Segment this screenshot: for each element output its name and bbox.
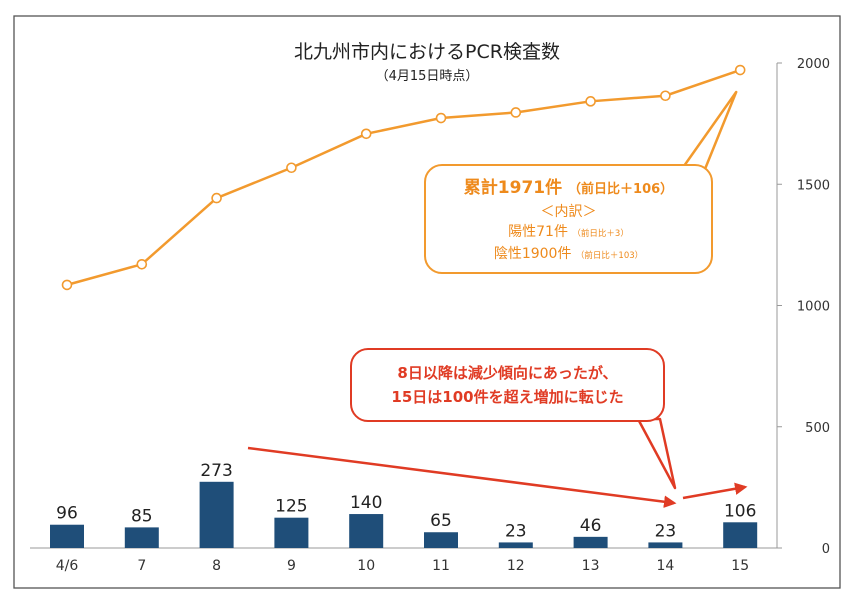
line-point bbox=[435, 112, 447, 124]
cumulative-total-text: 累計1971件 bbox=[463, 178, 563, 198]
line-layer bbox=[61, 64, 746, 291]
bar bbox=[424, 532, 458, 548]
chart-frame bbox=[13, 15, 841, 589]
line-point bbox=[510, 107, 522, 118]
cumulative-total-note: （前日比＋106） bbox=[568, 182, 674, 197]
x-tick-label: 11 bbox=[432, 558, 450, 574]
increase-trend-arrow bbox=[682, 482, 748, 500]
line-point bbox=[211, 192, 222, 204]
line-point bbox=[734, 64, 746, 76]
line-point bbox=[136, 258, 148, 270]
axis-layer: 0 500 1000 1500 2000 4/6 7 8 9 10 11 12 13 14 15 bbox=[30, 57, 830, 574]
negative-count: 陰性1900件 bbox=[493, 246, 572, 262]
trend-callout: 8日以降は減少傾向にあったが、 15日は100件を超え増加に転じた bbox=[350, 348, 665, 422]
x-tick-label: 4/6 bbox=[56, 558, 79, 574]
bar bbox=[124, 527, 159, 548]
positive-count: 陽性71件 bbox=[508, 224, 568, 240]
trend-line-2: 15日は100件を超え増加に転じた bbox=[391, 388, 624, 406]
bar bbox=[274, 517, 309, 548]
x-tick-label: 15 bbox=[731, 558, 749, 574]
bar-value-label: 96 bbox=[56, 504, 78, 524]
bar bbox=[573, 536, 608, 548]
y-tick-label: 2000 bbox=[797, 57, 830, 72]
bar bbox=[648, 542, 683, 548]
cumulative-series-line bbox=[66, 68, 741, 287]
x-tick-label: 12 bbox=[507, 558, 525, 574]
y-tick-label: 1000 bbox=[797, 300, 830, 315]
bar bbox=[349, 514, 384, 548]
x-tick-label: 9 bbox=[287, 558, 296, 574]
x-tick-label: 8 bbox=[212, 558, 221, 574]
x-tick-label: 10 bbox=[357, 558, 375, 574]
line-point bbox=[585, 96, 596, 107]
bar bbox=[498, 542, 533, 548]
bar bbox=[50, 524, 84, 548]
x-tick-label: 7 bbox=[137, 558, 146, 574]
bar-value-label: 273 bbox=[200, 461, 232, 481]
bar-value-label: 23 bbox=[505, 521, 527, 541]
line-point bbox=[286, 162, 297, 174]
bar bbox=[723, 522, 758, 548]
trend-line-1: 8日以降は減少傾向にあったが、 bbox=[397, 364, 618, 382]
bar-value-label: 106 bbox=[724, 501, 756, 521]
bar-value-label: 85 bbox=[131, 506, 153, 526]
positive-note: （前日比＋3） bbox=[572, 229, 629, 239]
x-tick-label: 13 bbox=[582, 558, 600, 574]
breakdown-heading: ＜内訳＞ bbox=[540, 204, 597, 220]
bar-value-label: 65 bbox=[430, 511, 452, 531]
chart-title: 北九州市内におけるPCR検査数 bbox=[294, 41, 560, 63]
bar-value-label: 125 bbox=[275, 497, 307, 517]
line-point bbox=[660, 90, 671, 102]
decline-trend-arrow bbox=[247, 446, 677, 508]
bar-value-label: 140 bbox=[350, 493, 382, 513]
y-tick-label: 500 bbox=[805, 421, 830, 436]
x-tick-label: 14 bbox=[656, 558, 674, 574]
chart-subtitle: （4月15日時点） bbox=[376, 69, 479, 84]
bar bbox=[199, 481, 234, 548]
negative-note: （前日比＋103） bbox=[575, 251, 644, 261]
bar-value-label: 23 bbox=[655, 521, 677, 541]
line-point bbox=[360, 128, 372, 140]
bar-value-label: 46 bbox=[580, 516, 602, 536]
y-tick-label: 1500 bbox=[797, 178, 830, 193]
bar-layer: 96 85 273 125 140 65 23 46 23 106 bbox=[50, 461, 758, 548]
y-tick-label: 0 bbox=[822, 542, 830, 557]
cumulative-total-callout: 累計1971件 （前日比＋106） ＜内訳＞ 陽性71件 （前日比＋3） 陰性1… bbox=[424, 164, 713, 274]
line-point bbox=[61, 279, 73, 291]
